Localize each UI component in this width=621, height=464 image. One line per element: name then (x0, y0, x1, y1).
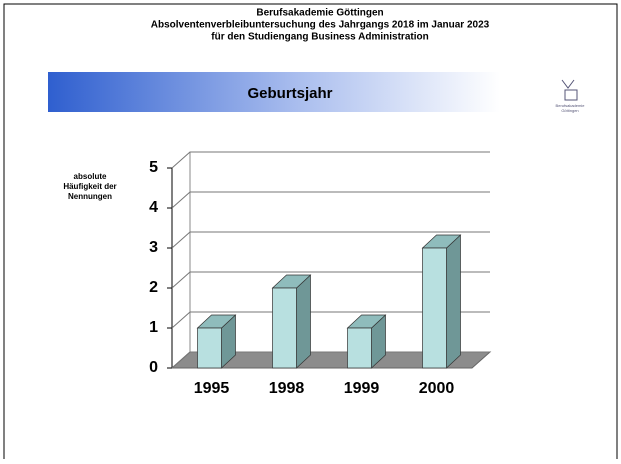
bar-side (446, 234, 461, 369)
x-tick-label: 1998 (269, 380, 305, 397)
grid-line (171, 351, 490, 369)
bar (196, 314, 237, 369)
header-line: Absolventenverbleibuntersuchung des Jahr… (151, 20, 490, 31)
bar-front (347, 327, 372, 369)
y-tick-label: 5 (149, 159, 158, 176)
y-tick-label: 0 (149, 359, 158, 376)
grid-line (171, 231, 490, 249)
grid-line (171, 151, 490, 169)
y-tick-label: 3 (149, 239, 158, 256)
logo-text: Berufsakademie (556, 103, 586, 108)
bar-front (422, 247, 447, 369)
bar (346, 314, 387, 369)
grid-line (171, 271, 490, 289)
y-axis-label: absolute (74, 172, 107, 181)
x-tick-label: 2000 (419, 380, 455, 397)
logo-text: Göttingen (561, 108, 578, 113)
header-line: für den Studiengang Business Administrat… (211, 32, 428, 43)
x-tick-label: 1995 (194, 380, 230, 397)
y-tick-label: 4 (149, 199, 158, 216)
x-tick-label: 1999 (344, 380, 380, 397)
y-tick-label: 1 (149, 319, 158, 336)
title-banner (48, 72, 500, 112)
chart-title: Geburtsjahr (247, 85, 332, 102)
logo-icon (561, 79, 578, 101)
bar-side (296, 274, 311, 369)
bar (421, 234, 462, 369)
grid-line (171, 311, 490, 329)
header-line: Berufsakademie Göttingen (256, 8, 383, 19)
y-axis-label: Häufigkeit der (63, 182, 116, 191)
bar-front (272, 287, 297, 369)
y-tick-label: 2 (149, 279, 158, 296)
bar-front (197, 327, 222, 369)
bar (271, 274, 312, 369)
grid-line (171, 191, 490, 209)
y-axis-label: Nennungen (68, 192, 112, 201)
logo: Berufsakademie Göttingen (556, 79, 586, 113)
